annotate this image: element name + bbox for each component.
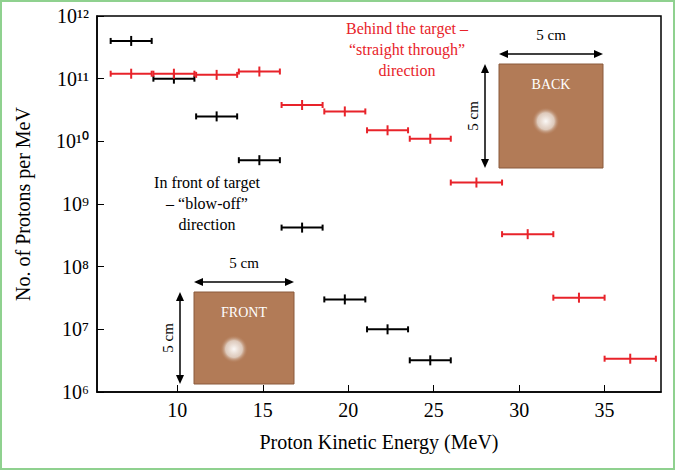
svg-text:“straight through”: “straight through” [349, 41, 465, 59]
svg-text:15: 15 [253, 399, 273, 421]
svg-text:10⁸: 10⁸ [62, 256, 89, 278]
svg-text:10⁹: 10⁹ [62, 193, 89, 215]
svg-text:FRONT: FRONT [221, 305, 267, 320]
svg-text:direction: direction [379, 62, 436, 79]
svg-text:25: 25 [424, 399, 444, 421]
svg-text:Behind the target –: Behind the target – [346, 20, 469, 38]
svg-text:10⁶: 10⁶ [62, 381, 89, 403]
svg-text:10¹⁰: 10¹⁰ [56, 130, 89, 152]
svg-text:5 cm: 5 cm [465, 101, 481, 131]
svg-text:10¹¹: 10¹¹ [57, 68, 89, 90]
svg-text:10⁷: 10⁷ [62, 318, 89, 340]
svg-text:5 cm: 5 cm [536, 27, 566, 43]
svg-text:30: 30 [509, 399, 529, 421]
svg-text:In front of target: In front of target [154, 174, 260, 192]
svg-text:5 cm: 5 cm [229, 255, 259, 271]
svg-text:BACK: BACK [532, 77, 571, 92]
svg-text:5 cm: 5 cm [160, 323, 176, 353]
svg-text:20: 20 [338, 399, 358, 421]
svg-text:10¹²: 10¹² [57, 5, 89, 27]
svg-text:– “blow-off”: – “blow-off” [165, 195, 248, 212]
svg-text:35: 35 [595, 399, 615, 421]
svg-text:Proton Kinetic Energy (MeV): Proton Kinetic Energy (MeV) [259, 431, 498, 454]
svg-text:direction: direction [179, 216, 236, 233]
svg-text:No. of Protons per MeV: No. of Protons per MeV [12, 107, 35, 301]
svg-text:10: 10 [167, 399, 187, 421]
